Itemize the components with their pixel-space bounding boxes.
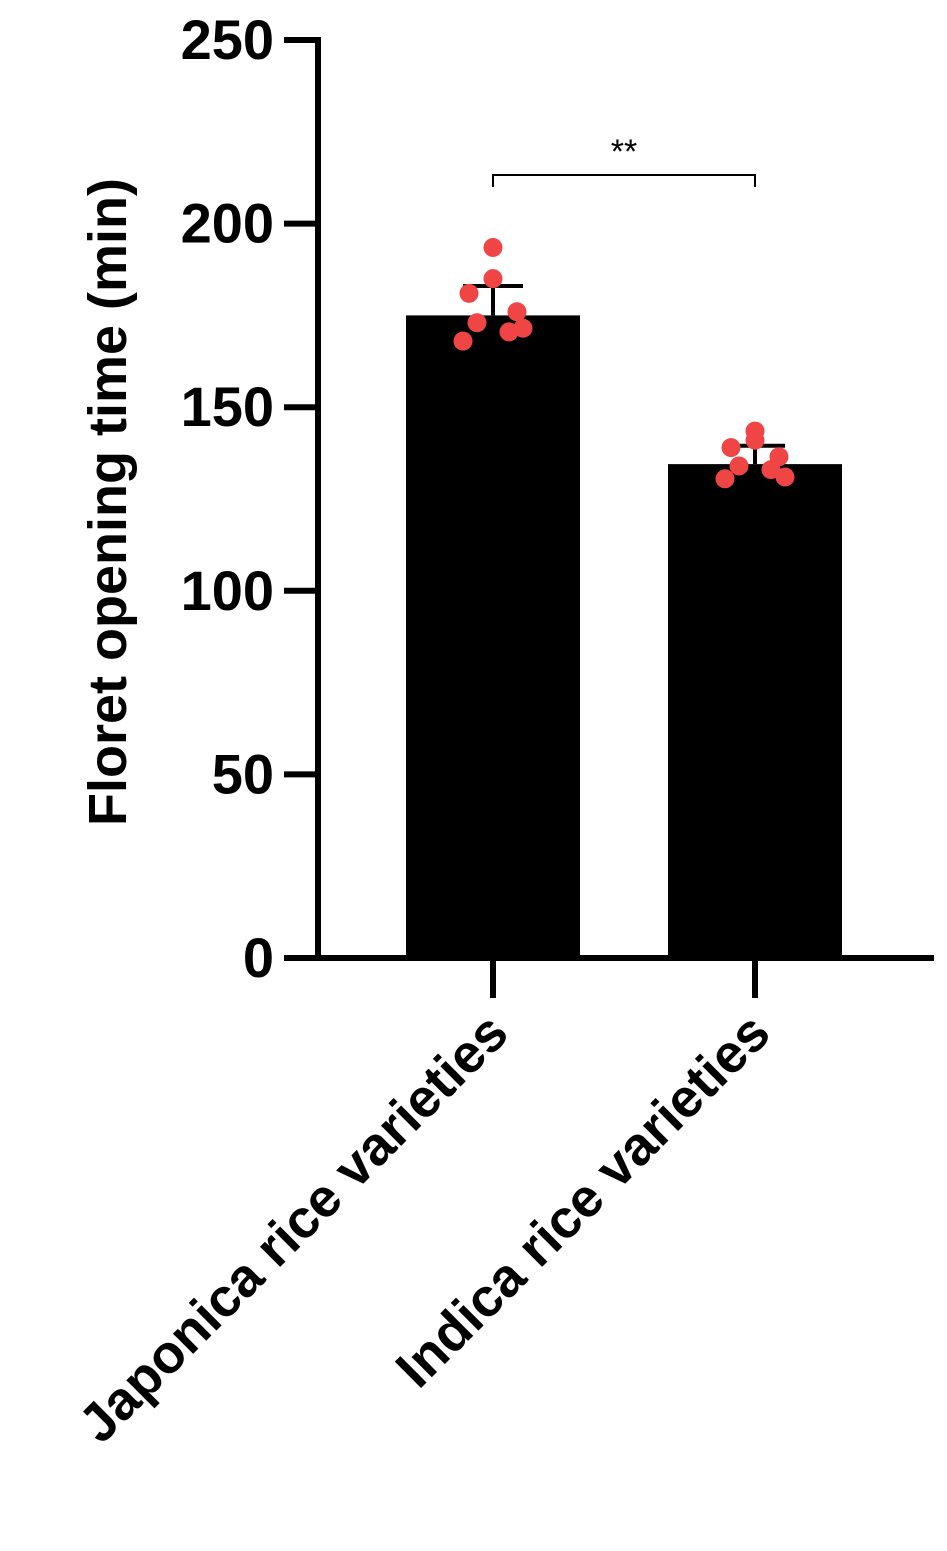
- y-tick-label: 150: [181, 375, 274, 438]
- bar: [668, 464, 842, 958]
- significance-label: **: [611, 133, 637, 171]
- data-point: [775, 467, 795, 487]
- significance-annotation: **: [492, 133, 756, 187]
- x-tick-label: Japonica rice varieties: [67, 1002, 519, 1454]
- y-tick-label: 50: [212, 742, 274, 805]
- data-point: [453, 331, 473, 351]
- y-tick-label: 200: [181, 192, 274, 255]
- bar: [406, 315, 580, 958]
- data-points: [453, 237, 795, 489]
- y-axis-label: Floret opening time (min): [78, 178, 138, 826]
- data-point: [467, 313, 487, 333]
- data-point: [729, 456, 749, 476]
- data-point: [459, 283, 479, 303]
- data-point: [483, 269, 503, 289]
- y-tick-label: 100: [181, 559, 274, 622]
- data-point: [745, 430, 765, 450]
- data-point: [513, 318, 533, 338]
- data-point: [507, 302, 527, 322]
- bars: [406, 315, 842, 958]
- y-tick-label: 250: [181, 8, 274, 71]
- data-point: [721, 438, 741, 458]
- data-point: [483, 237, 503, 257]
- data-point: [715, 469, 735, 489]
- data-point: [761, 460, 781, 480]
- y-axis: 0 50 100 150 200 250: [181, 8, 321, 989]
- y-tick-label: 0: [243, 926, 274, 989]
- significance-bracket: [492, 174, 756, 187]
